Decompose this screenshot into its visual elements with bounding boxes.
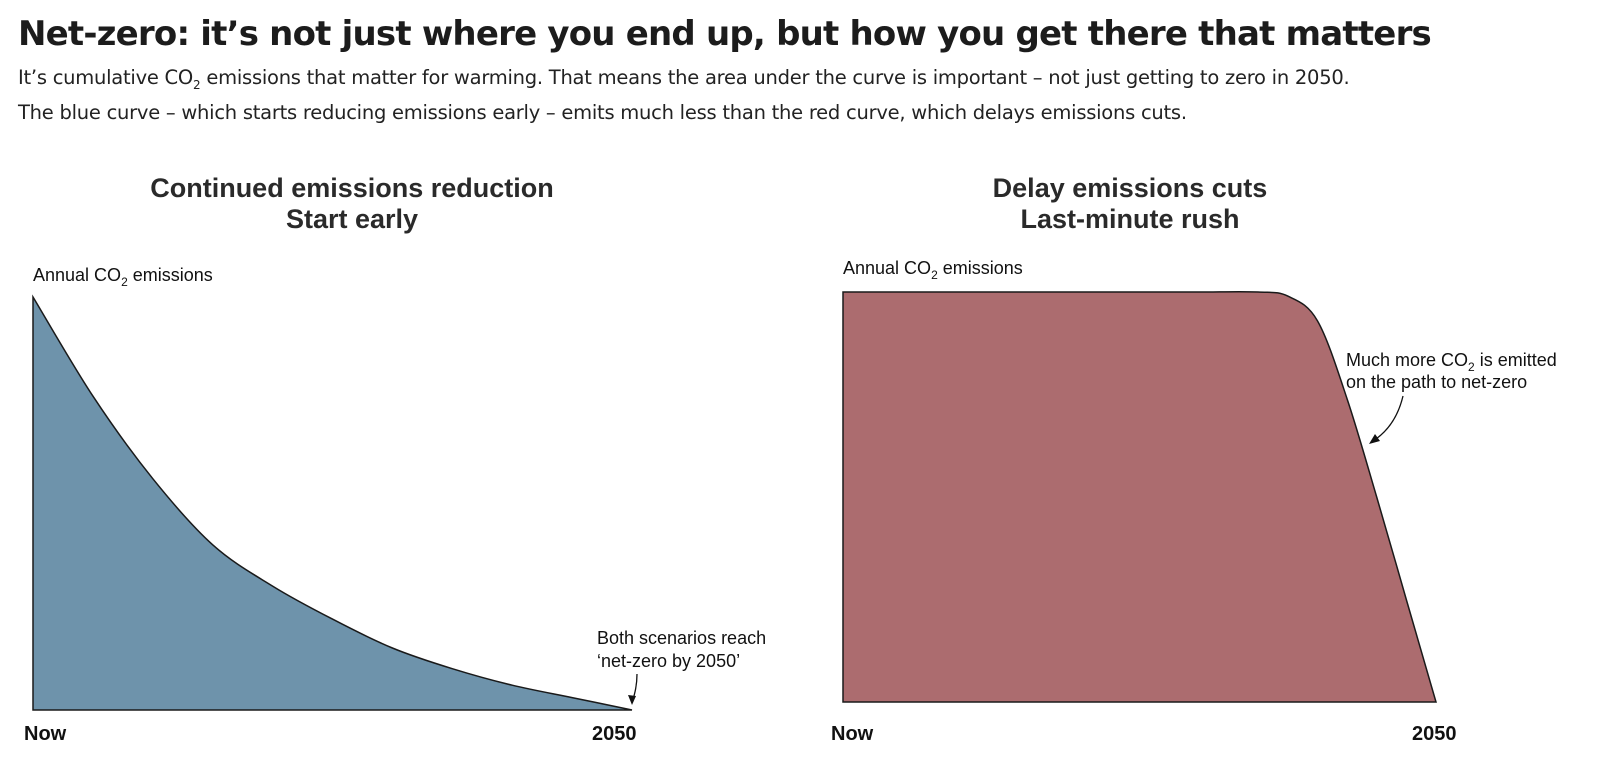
annotation-line2: ‘net-zero by 2050’	[597, 651, 740, 671]
subtitle-line-1-post: emissions that matter for warming. That …	[200, 66, 1350, 89]
annotation-line1-pre: Much more CO	[1346, 350, 1468, 370]
panel-title-line1: Delay emissions cuts	[993, 173, 1268, 203]
panel-last-minute: Delay emissions cuts Last-minute rush An…	[831, 173, 1557, 745]
subtitle-co2-subscript: 2	[193, 77, 201, 92]
delayed-emissions-area	[842, 290, 1437, 703]
early-emissions-area	[32, 294, 633, 711]
annotation-arrow-head	[1369, 434, 1380, 444]
y-axis-label-sub: 2	[931, 268, 938, 282]
panel-start-early: Continued emissions reduction Start earl…	[24, 173, 766, 745]
x-tick-now: Now	[831, 723, 874, 745]
annotation-line1: Both scenarios reach	[597, 628, 766, 648]
panel-title-line2: Start early	[286, 204, 418, 234]
y-axis-label: Annual CO2 emissions	[33, 265, 213, 289]
annotation-co2-sub: 2	[1468, 360, 1475, 374]
y-axis-label-pre: Annual CO	[33, 265, 121, 285]
subtitle-line-1-pre: It’s cumulative CO	[18, 66, 194, 89]
annotation-arrow	[1372, 395, 1404, 442]
x-tick-2050: 2050	[592, 723, 637, 745]
annotation-line1: Much more CO2 is emitted	[1346, 350, 1557, 374]
x-tick-now: Now	[24, 723, 67, 745]
page-subtitle: It’s cumulative CO2 emissions that matte…	[18, 64, 1350, 127]
subtitle-line-2: The blue curve – which starts reducing e…	[18, 100, 1187, 124]
y-axis-label-post: emissions	[938, 258, 1023, 278]
panel-title-line2: Last-minute rush	[1020, 204, 1239, 234]
y-axis-label-post: emissions	[128, 265, 213, 285]
annotation-line1-post: is emitted	[1475, 350, 1557, 370]
annotation-arrow-head	[628, 695, 636, 705]
panel-title-line1: Continued emissions reduction	[150, 173, 554, 203]
y-axis-label: Annual CO2 emissions	[843, 258, 1023, 282]
y-axis-label-sub: 2	[121, 275, 128, 289]
page-title: Net-zero: it’s not just where you end up…	[18, 14, 1432, 54]
y-axis-label-pre: Annual CO	[843, 258, 931, 278]
annotation-line2: on the path to net-zero	[1346, 372, 1527, 392]
x-tick-2050: 2050	[1412, 723, 1457, 745]
subtitle-line-1: It’s cumulative CO2 emissions that matte…	[18, 64, 1350, 99]
